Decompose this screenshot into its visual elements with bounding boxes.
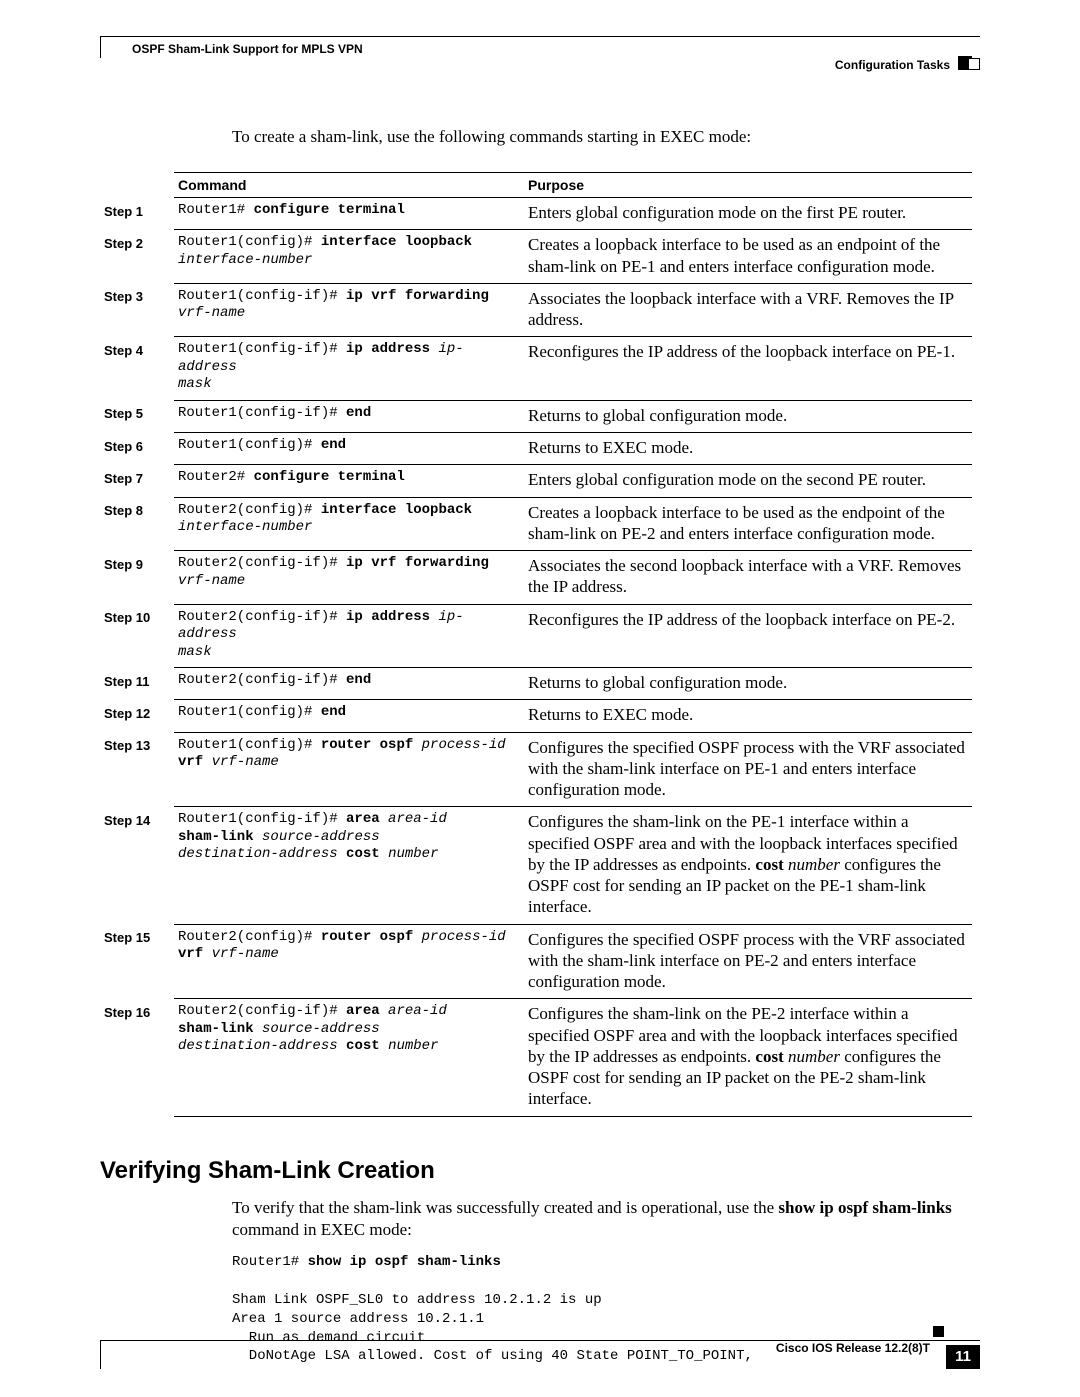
- header-left: OSPF Sham-Link Support for MPLS VPN: [132, 42, 363, 56]
- purpose-cell: Creates a loopback interface to be used …: [524, 230, 972, 284]
- purpose-cell: Reconfigures the IP address of the loopb…: [524, 337, 972, 401]
- command-cell: Router2(config)# interface loopbackinter…: [174, 497, 524, 551]
- step-label: Step 4: [100, 337, 174, 401]
- command-cell: Router1(config)# end: [174, 433, 524, 465]
- table-row: Step 16Router2(config-if)# area area-ids…: [100, 999, 972, 1116]
- command-cell: Router1(config-if)# area area-idsham-lin…: [174, 807, 524, 924]
- footer-release: Cisco IOS Release 12.2(8)T: [776, 1341, 930, 1355]
- header-rule: [100, 36, 980, 37]
- step-label: Step 2: [100, 230, 174, 284]
- table-row: Step 8Router2(config)# interface loopbac…: [100, 497, 972, 551]
- purpose-cell: Enters global configuration mode on the …: [524, 465, 972, 497]
- th-command: Command: [174, 173, 524, 198]
- purpose-cell: Creates a loopback interface to be used …: [524, 497, 972, 551]
- header-right: Configuration Tasks: [835, 58, 950, 72]
- step-label: Step 10: [100, 604, 174, 668]
- purpose-cell: Reconfigures the IP address of the loopb…: [524, 604, 972, 668]
- header-square-outline-icon: [968, 58, 980, 70]
- step-label: Step 5: [100, 400, 174, 432]
- verify-post: command in EXEC mode:: [232, 1220, 412, 1239]
- command-cell: Router1(config)# router ospf process-idv…: [174, 732, 524, 807]
- command-cell: Router1(config-if)# ip address ip-addres…: [174, 337, 524, 401]
- page: OSPF Sham-Link Support for MPLS VPN Conf…: [0, 0, 1080, 1397]
- command-cell: Router1(config-if)# end: [174, 400, 524, 432]
- purpose-cell: Associates the second loopback interface…: [524, 551, 972, 605]
- table-row: Step 3Router1(config-if)# ip vrf forward…: [100, 283, 972, 337]
- table-row: Step 5Router1(config-if)# endReturns to …: [100, 400, 972, 432]
- purpose-cell: Returns to global configuration mode.: [524, 400, 972, 432]
- table-row: Step 12Router1(config)# endReturns to EX…: [100, 700, 972, 732]
- purpose-cell: Returns to EXEC mode.: [524, 700, 972, 732]
- section-heading: Verifying Sham-Link Creation: [100, 1157, 435, 1185]
- step-label: Step 9: [100, 551, 174, 605]
- header-vrule: [100, 36, 101, 58]
- step-label: Step 12: [100, 700, 174, 732]
- step-label: Step 7: [100, 465, 174, 497]
- th-purpose: Purpose: [524, 173, 972, 198]
- table-row: Step 4Router1(config-if)# ip address ip-…: [100, 337, 972, 401]
- command-cell: Router2(config)# router ospf process-idv…: [174, 924, 524, 999]
- verify-text: To verify that the sham-link was success…: [232, 1197, 972, 1241]
- table-row: Step 10Router2(config-if)# ip address ip…: [100, 604, 972, 668]
- step-label: Step 11: [100, 668, 174, 700]
- purpose-cell: Configures the sham-link on the PE-1 int…: [524, 807, 972, 924]
- command-table: Command Purpose Step 1Router1# configure…: [100, 172, 972, 1117]
- command-cell: Router2# configure terminal: [174, 465, 524, 497]
- command-cell: Router1# configure terminal: [174, 198, 524, 230]
- command-table-wrap: Command Purpose Step 1Router1# configure…: [100, 172, 972, 1117]
- purpose-cell: Returns to EXEC mode.: [524, 433, 972, 465]
- purpose-cell: Configures the sham-link on the PE-2 int…: [524, 999, 972, 1116]
- purpose-cell: Configures the specified OSPF process wi…: [524, 732, 972, 807]
- step-label: Step 13: [100, 732, 174, 807]
- command-cell: Router2(config-if)# end: [174, 668, 524, 700]
- table-row: Step 13Router1(config)# router ospf proc…: [100, 732, 972, 807]
- purpose-cell: Associates the loopback interface with a…: [524, 283, 972, 337]
- table-row: Step 1Router1# configure terminalEnters …: [100, 198, 972, 230]
- command-cell: Router2(config-if)# area area-idsham-lin…: [174, 999, 524, 1116]
- command-cell: Router1(config-if)# ip vrf forwardingvrf…: [174, 283, 524, 337]
- purpose-cell: Configures the specified OSPF process wi…: [524, 924, 972, 999]
- verify-cmd: show ip ospf sham-links: [778, 1198, 951, 1217]
- step-label: Step 1: [100, 198, 174, 230]
- page-number: 11: [946, 1345, 980, 1369]
- intro-text: To create a sham-link, use the following…: [232, 126, 972, 148]
- step-label: Step 15: [100, 924, 174, 999]
- purpose-cell: Enters global configuration mode on the …: [524, 198, 972, 230]
- table-row: Step 2Router1(config)# interface loopbac…: [100, 230, 972, 284]
- step-label: Step 14: [100, 807, 174, 924]
- step-label: Step 16: [100, 999, 174, 1116]
- footer-vrule: [100, 1341, 101, 1369]
- command-cell: Router2(config-if)# ip address ip-addres…: [174, 604, 524, 668]
- table-row: Step 15Router2(config)# router ospf proc…: [100, 924, 972, 999]
- table-row: Step 7Router2# configure terminalEnters …: [100, 465, 972, 497]
- table-row: Step 9Router2(config-if)# ip vrf forward…: [100, 551, 972, 605]
- command-cell: Router2(config-if)# ip vrf forwardingvrf…: [174, 551, 524, 605]
- table-row: Step 11Router2(config-if)# endReturns to…: [100, 668, 972, 700]
- table-row: Step 6Router1(config)# endReturns to EXE…: [100, 433, 972, 465]
- purpose-cell: Returns to global configuration mode.: [524, 668, 972, 700]
- verify-pre: To verify that the sham-link was success…: [232, 1198, 778, 1217]
- step-label: Step 6: [100, 433, 174, 465]
- command-cell: Router1(config)# interface loopbackinter…: [174, 230, 524, 284]
- step-label: Step 8: [100, 497, 174, 551]
- table-row: Step 14Router1(config-if)# area area-ids…: [100, 807, 972, 924]
- command-cell: Router1(config)# end: [174, 700, 524, 732]
- footer-square-icon: [933, 1326, 944, 1337]
- step-label: Step 3: [100, 283, 174, 337]
